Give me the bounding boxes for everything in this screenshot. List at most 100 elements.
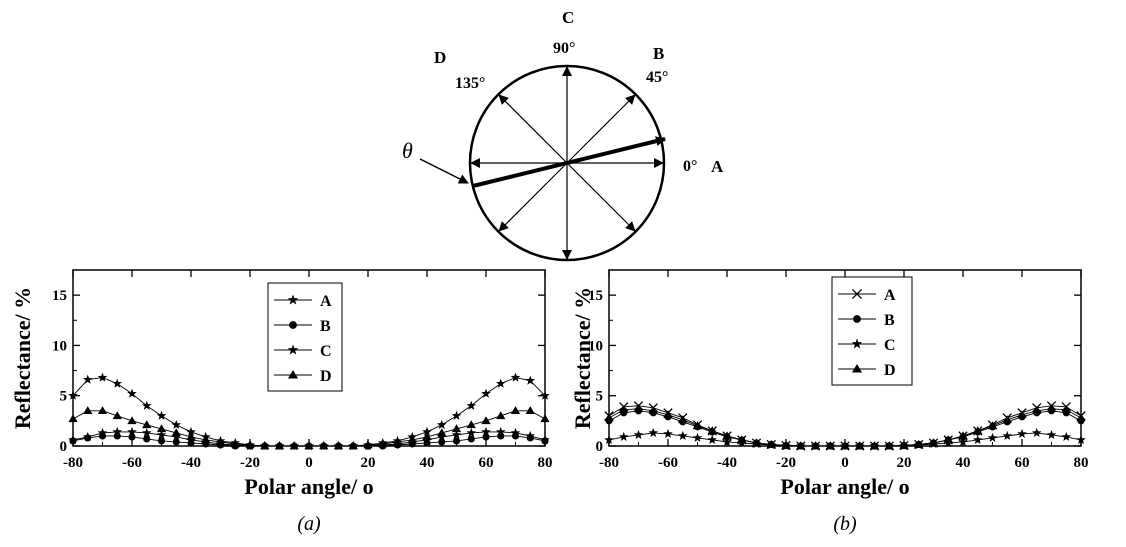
- chart-a-point-D-24: [422, 432, 432, 441]
- chart-b-point-D-3: [648, 406, 658, 415]
- chart-b-xtick-label-5: 20: [897, 455, 912, 471]
- chart-a-point-D-22: [392, 437, 403, 446]
- chart-b-xtick-label-1: -60: [658, 455, 678, 471]
- chart-a-point-C-6: [156, 410, 167, 420]
- chart-a-point-B-28: [482, 433, 490, 441]
- label-angle-B: 45°: [646, 69, 668, 86]
- chart-b-point-C-30: [1046, 429, 1057, 440]
- chart-b-legend-label-D: D: [884, 362, 896, 379]
- chart-a-point-B-25: [438, 438, 446, 446]
- chart-a-point-B-6: [157, 437, 166, 445]
- chart-b-point-D-32: [1076, 413, 1086, 422]
- chart-b-legend-box: [831, 276, 913, 386]
- chart-b-point-D-29: [1032, 406, 1042, 415]
- chart-a-point-D-11: [230, 439, 240, 448]
- direction-arrow-B-head: [566, 94, 636, 164]
- chart-b-point-D-11: [766, 439, 776, 448]
- chart-a-point-D-30: [510, 406, 521, 415]
- chart-a-point-B-7: [172, 438, 180, 446]
- chart-a-point-B-2: [98, 432, 107, 440]
- chart-a-point-A-4: [127, 426, 137, 436]
- chart-a-ytick-label-2: 10: [52, 338, 67, 354]
- chart-b-point-D-17: [855, 441, 865, 450]
- chart-a-point-C-31: [525, 375, 536, 385]
- chart-b-xtick-label-8: 80: [1074, 455, 1089, 471]
- chart-a-xtick-label-0: -80: [63, 455, 83, 471]
- chart-a-point-C-7: [171, 419, 182, 429]
- chart-b-point-D-13: [796, 441, 806, 450]
- chart-b-point-C-5: [677, 430, 688, 441]
- chart-b-point-D-4: [663, 410, 673, 419]
- chart-a-legend-label-D: D: [320, 368, 332, 385]
- chart-a-point-A-3: [112, 426, 123, 436]
- chart-b-xtick-label-6: 40: [956, 455, 971, 471]
- chart-b-point-D-26: [987, 421, 998, 430]
- chart-b-legend-marker-A: [851, 288, 863, 300]
- chart-b-legend-marker-C: [851, 338, 863, 349]
- chart-a-xtick-label-2: -40: [181, 455, 201, 471]
- chart-b-ytick-label-2: 10: [588, 338, 603, 354]
- chart-a-ytick-label-1: 5: [60, 389, 68, 405]
- chart-b-point-C-1: [618, 431, 629, 442]
- chart-b-point-D-31: [1061, 405, 1071, 414]
- label-letter-D: D: [434, 48, 446, 67]
- chart-a-point-B-26: [452, 437, 461, 445]
- chart-b-point-D-10: [751, 438, 762, 447]
- chart-a-point-D-6: [156, 424, 167, 433]
- chart-a-point-C-2: [97, 372, 108, 382]
- chart-a-legend-marker-A: [287, 294, 299, 305]
- chart-a-point-B-29: [497, 432, 505, 440]
- chart-a-legend-marker-D: [287, 369, 299, 379]
- chart-b-ytick-label-3: 15: [588, 288, 603, 304]
- chart-a-point-C-27: [466, 400, 477, 410]
- chart-a-point-D-20: [363, 440, 373, 449]
- chart-a-xtick-label-7: 60: [479, 455, 494, 471]
- chart-a-point-D-8: [186, 432, 196, 441]
- chart-b-xlabel: Polar angle/ o: [780, 474, 909, 499]
- chart-b-legend-label-B: B: [884, 312, 895, 329]
- chart-a-point-B-4: [128, 433, 136, 441]
- polarization-diagram: A 0° B 45° C 90° D 135° θ: [402, 8, 724, 262]
- chart-b-point-C-2: [633, 429, 644, 440]
- chart-a-point-C-24: [422, 426, 432, 436]
- chart-b-point-C-3: [648, 427, 659, 437]
- chart-a-ylabel: Reflectance/ %: [10, 287, 35, 429]
- chart-a-point-D-31: [525, 406, 535, 415]
- chart-a-point-B-27: [467, 435, 475, 443]
- label-letter-B: B: [653, 44, 664, 63]
- direction-arrow-D-head: [498, 94, 568, 164]
- chart-a-point-C-5: [141, 400, 152, 410]
- chart-b-point-D-30: [1046, 404, 1057, 413]
- chart-a-ytick-label-3: 15: [52, 288, 67, 304]
- chart-a-point-B-8: [187, 439, 195, 447]
- chart-a-point-B-1: [84, 434, 92, 442]
- incidence-direction-line: [472, 136, 666, 188]
- chart-b-point-C-24: [958, 436, 968, 447]
- chart-a-point-B-32: [541, 437, 549, 445]
- chart-a-point-D-16: [304, 441, 314, 450]
- chart-a-xtick-label-8: 80: [538, 455, 553, 471]
- chart-a-legend-box: [267, 282, 343, 392]
- chart-a-point-A-27: [466, 427, 477, 437]
- chart-b-xtick-label-3: -20: [776, 455, 796, 471]
- chart-a-point-D-17: [319, 441, 329, 450]
- chart-b-point-D-16: [840, 441, 850, 450]
- chart-a-point-C-4: [127, 388, 137, 398]
- chart-a-xtick-label-5: 20: [361, 455, 376, 471]
- chart-a-xtick-label-4: 0: [305, 455, 313, 471]
- chart-b-point-D-24: [958, 431, 968, 440]
- chart-b-point-D-9: [737, 435, 747, 444]
- chart-b-legend-marker-D: [851, 363, 863, 373]
- chart-a-xtick-label-1: -60: [122, 455, 142, 471]
- chart-b-ylabel: Reflectance/ %: [570, 287, 595, 429]
- chart-b-point-C-6: [692, 432, 703, 443]
- chart-b-point-D-2: [633, 404, 644, 413]
- chart-a-point-D-10: [215, 437, 226, 446]
- chart-a-point-D-3: [112, 411, 122, 420]
- chart-b-point-D-15: [825, 441, 835, 450]
- chart-a-point-C-28: [481, 388, 491, 398]
- chart-b-legend-label-C: C: [884, 337, 896, 354]
- chart-b-point-D-14: [810, 441, 821, 450]
- chart-b-ytick-label-0: 0: [596, 439, 604, 455]
- chart-a-point-D-29: [496, 411, 506, 420]
